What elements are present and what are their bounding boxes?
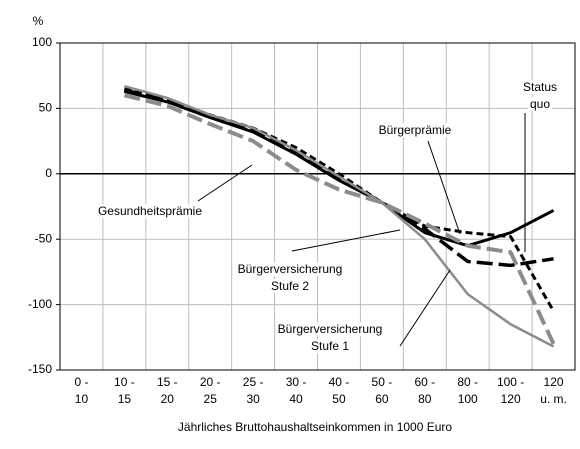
x-tick-label: 15 - bbox=[157, 375, 178, 389]
series-line bbox=[123, 93, 556, 345]
x-tick-label: 80 bbox=[418, 392, 432, 406]
y-axis-label: % bbox=[33, 14, 44, 28]
y-tick-label: -100 bbox=[28, 297, 52, 311]
x-tick-label: 40 bbox=[289, 392, 303, 406]
series-line bbox=[124, 84, 555, 348]
series-label: Bürgerversicherung bbox=[238, 262, 343, 276]
x-tick-label: 30 - bbox=[286, 375, 307, 389]
x-tick-label: 15 bbox=[118, 392, 132, 406]
label-background bbox=[95, 204, 205, 219]
label-background bbox=[308, 339, 352, 354]
x-tick-label: 100 bbox=[458, 392, 478, 406]
x-tick-label: 25 bbox=[204, 392, 218, 406]
x-tick-label: 30 bbox=[246, 392, 260, 406]
x-tick-label: 120 bbox=[501, 392, 521, 406]
x-tick-label: 20 bbox=[161, 392, 175, 406]
x-tick-label: 100 - bbox=[497, 375, 524, 389]
leader-line bbox=[291, 229, 401, 252]
series-label: Bürgerprämie bbox=[379, 123, 452, 137]
leader-line bbox=[399, 269, 451, 347]
x-axis-label: Jährliches Bruttohaushaltseinkommen in 1… bbox=[178, 420, 452, 434]
plot-frame bbox=[59, 42, 576, 371]
x-tick-label: u. m. bbox=[540, 392, 567, 406]
y-tick-label: -150 bbox=[28, 362, 52, 376]
x-tick-label: 0 - bbox=[74, 375, 88, 389]
y-tick-label: -50 bbox=[35, 231, 53, 245]
leader-line bbox=[197, 164, 253, 202]
x-tick-label: 120 bbox=[544, 375, 564, 389]
x-tick-label: 25 - bbox=[243, 375, 264, 389]
y-tick-label: 100 bbox=[32, 35, 52, 49]
label-background bbox=[235, 262, 345, 277]
y-tick-label: 0 bbox=[45, 166, 52, 180]
y-tick-label: 50 bbox=[39, 101, 53, 115]
series-label: Stufe 2 bbox=[271, 279, 309, 293]
x-tick-label: 60 - bbox=[414, 375, 435, 389]
label-background bbox=[275, 322, 385, 337]
series-label: quo bbox=[530, 97, 550, 111]
x-tick-label: 40 - bbox=[329, 375, 350, 389]
label-background bbox=[527, 97, 553, 112]
x-tick-label: 50 bbox=[332, 392, 346, 406]
label-background bbox=[376, 123, 454, 138]
series-label: Status bbox=[523, 80, 557, 94]
series-label: Gesundheitsprämie bbox=[98, 204, 202, 218]
x-tick-label: 50 - bbox=[372, 375, 393, 389]
series-line bbox=[124, 87, 555, 312]
x-tick-label: 10 - bbox=[114, 375, 135, 389]
label-background bbox=[268, 279, 312, 294]
x-tick-label: 60 bbox=[375, 392, 389, 406]
series-label: Bürgerversicherung bbox=[278, 322, 383, 336]
x-tick-label: 80 - bbox=[457, 375, 478, 389]
leader-line bbox=[427, 140, 461, 235]
x-tick-label: 20 - bbox=[200, 375, 221, 389]
label-background bbox=[520, 80, 560, 95]
series-label: Stufe 1 bbox=[311, 339, 349, 353]
x-tick-label: 10 bbox=[75, 392, 89, 406]
